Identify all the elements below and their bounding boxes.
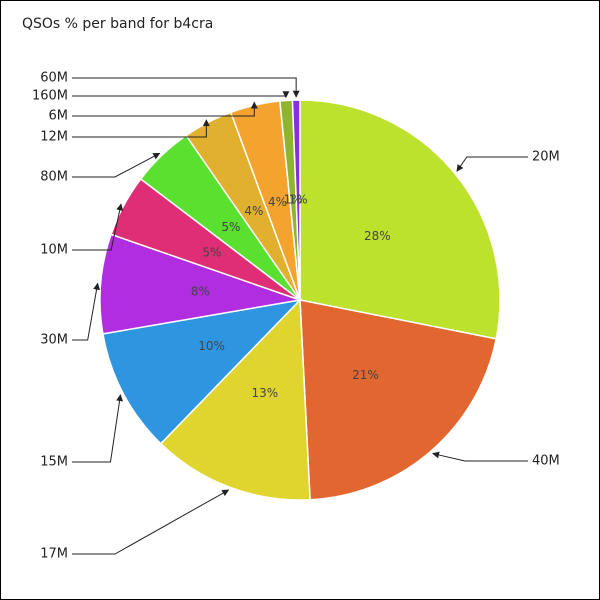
slice-label: 4%	[244, 204, 263, 218]
category-label: 17M	[40, 547, 68, 562]
leader-line	[72, 91, 290, 99]
slice-label: 8%	[191, 284, 210, 298]
category-label: 80M	[40, 170, 68, 185]
leader-line	[72, 282, 101, 341]
category-label: 60M	[40, 71, 68, 86]
slice-label: 10%	[198, 339, 225, 353]
category-label: 160M	[32, 89, 68, 104]
slice-label: 5%	[202, 245, 221, 259]
category-label: 6M	[49, 109, 69, 124]
category-label: 20M	[532, 150, 560, 165]
leader-line	[72, 101, 258, 117]
leader-line	[72, 77, 300, 98]
leader-line	[72, 203, 124, 251]
leader-line	[72, 119, 210, 138]
category-label: 10M	[40, 243, 68, 258]
pie-slice	[102, 298, 303, 445]
slice-label: 28%	[364, 229, 391, 243]
category-label: 12M	[40, 130, 68, 145]
leader-line	[432, 451, 528, 462]
chart-title: QSOs % per band for b4cra	[22, 16, 213, 32]
category-label: 15M	[40, 455, 68, 470]
pie-slice	[99, 233, 301, 335]
slice-label: 4%	[268, 195, 287, 209]
slice-label: 5%	[221, 220, 240, 234]
leader-line	[72, 489, 230, 555]
slice-label: 1%	[289, 193, 308, 207]
pie-slice	[291, 99, 301, 301]
leader-line	[72, 152, 161, 178]
leader-line	[456, 156, 528, 172]
slice-label: 13%	[251, 386, 278, 400]
slice-label: 1%	[284, 193, 303, 207]
pie-slice	[299, 299, 498, 501]
category-label: 30M	[40, 333, 68, 348]
pie-slice	[159, 298, 311, 501]
slice-label: 21%	[352, 368, 379, 382]
leader-line	[72, 394, 124, 463]
pie-slice	[299, 99, 501, 340]
category-label: 40M	[532, 454, 560, 469]
